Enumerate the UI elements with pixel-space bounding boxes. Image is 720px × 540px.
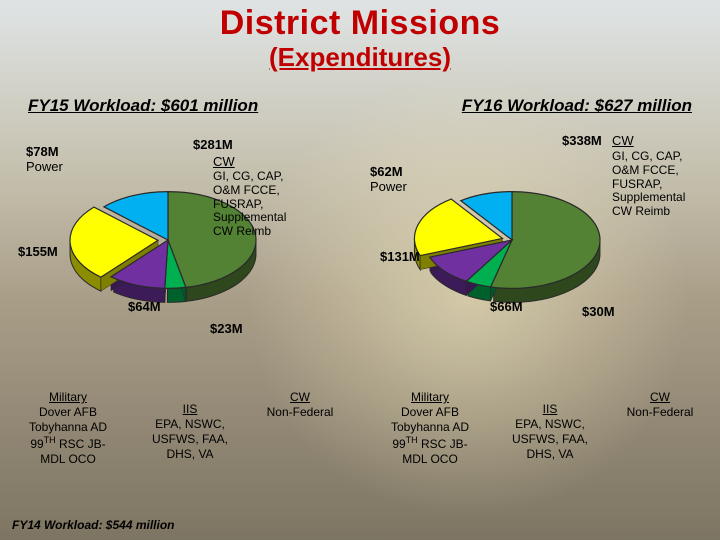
- fy16-cwnf-amount: $30M: [582, 305, 615, 320]
- fy15-iis-amount: $64M: [128, 300, 161, 315]
- fy15-cw-amount: $281M: [193, 138, 233, 153]
- fy16-power-name: Power: [370, 180, 407, 195]
- fy16-legend-military-hd: Military: [380, 390, 480, 405]
- fy16-military-amount: $131M: [380, 250, 420, 265]
- fy16-legend-military: Military Dover AFB Tobyhanna AD 99TH RSC…: [380, 390, 480, 467]
- fy15-legend-military-body: Dover AFB Tobyhanna AD 99TH RSC JB-MDL O…: [18, 405, 118, 467]
- fy16-cw-amount: $338M: [562, 134, 602, 149]
- fy15-military-amount: $155M: [18, 245, 58, 260]
- fy16-heading: FY16 Workload: $627 million: [462, 96, 692, 116]
- fy15-legend-cwnf-hd: CW: [250, 390, 350, 405]
- page-subtitle: (Expenditures): [0, 42, 720, 73]
- fy15-power-amount: $78M: [26, 145, 59, 160]
- fy15-legend-iis-body: EPA, NSWC, USFWS, FAA, DHS, VA: [140, 417, 240, 462]
- fy16-power-amount: $62M: [370, 165, 403, 180]
- fy14-footnote: FY14 Workload: $544 million: [12, 518, 175, 532]
- fy16-legend-iis: IIS EPA, NSWC, USFWS, FAA, DHS, VA: [500, 402, 600, 462]
- fy16-chart: $62M Power $131M $66M $30M $338M CW GI, …: [362, 120, 702, 400]
- fy15-chart: $78M Power $155M $64M $23M $281M CW GI, …: [18, 120, 358, 400]
- fy15-cw-detail: GI, CG, CAP, O&M FCCE, FUSRAP, Supplemen…: [213, 170, 286, 239]
- fy16-legend-cwnf-body: Non-Federal: [610, 405, 710, 420]
- fy15-legend-iis-hd: IIS: [140, 402, 240, 417]
- fy16-legend-iis-body: EPA, NSWC, USFWS, FAA, DHS, VA: [500, 417, 600, 462]
- fy15-legend-cwnf-body: Non-Federal: [250, 405, 350, 420]
- fy15-power-name: Power: [26, 160, 63, 175]
- fy15-legend-military: Military Dover AFB Tobyhanna AD 99TH RSC…: [18, 390, 118, 467]
- page-title: District Missions: [0, 4, 720, 43]
- fy15-legend-iis: IIS EPA, NSWC, USFWS, FAA, DHS, VA: [140, 402, 240, 462]
- fy16-cw-detail: GI, CG, CAP, O&M FCCE, FUSRAP, Supplemen…: [612, 150, 685, 219]
- fy15-legend-cwnf: CW Non-Federal: [250, 390, 350, 420]
- fy16-legend-cwnf-hd: CW: [610, 390, 710, 405]
- fy15-heading: FY15 Workload: $601 million: [28, 96, 258, 116]
- fy15-pie-svg: [18, 120, 358, 360]
- fy16-legend-iis-hd: IIS: [500, 402, 600, 417]
- fy16-legend-military-body: Dover AFB Tobyhanna AD 99TH RSC JB-MDL O…: [380, 405, 480, 467]
- fy15-cw-name: CW: [213, 155, 235, 170]
- fy16-cw-name: CW: [612, 134, 634, 149]
- fy16-legend-cwnf: CW Non-Federal: [610, 390, 710, 420]
- fy16-iis-amount: $66M: [490, 300, 523, 315]
- fy15-legend-military-hd: Military: [18, 390, 118, 405]
- fy15-cwnf-amount: $23M: [210, 322, 243, 337]
